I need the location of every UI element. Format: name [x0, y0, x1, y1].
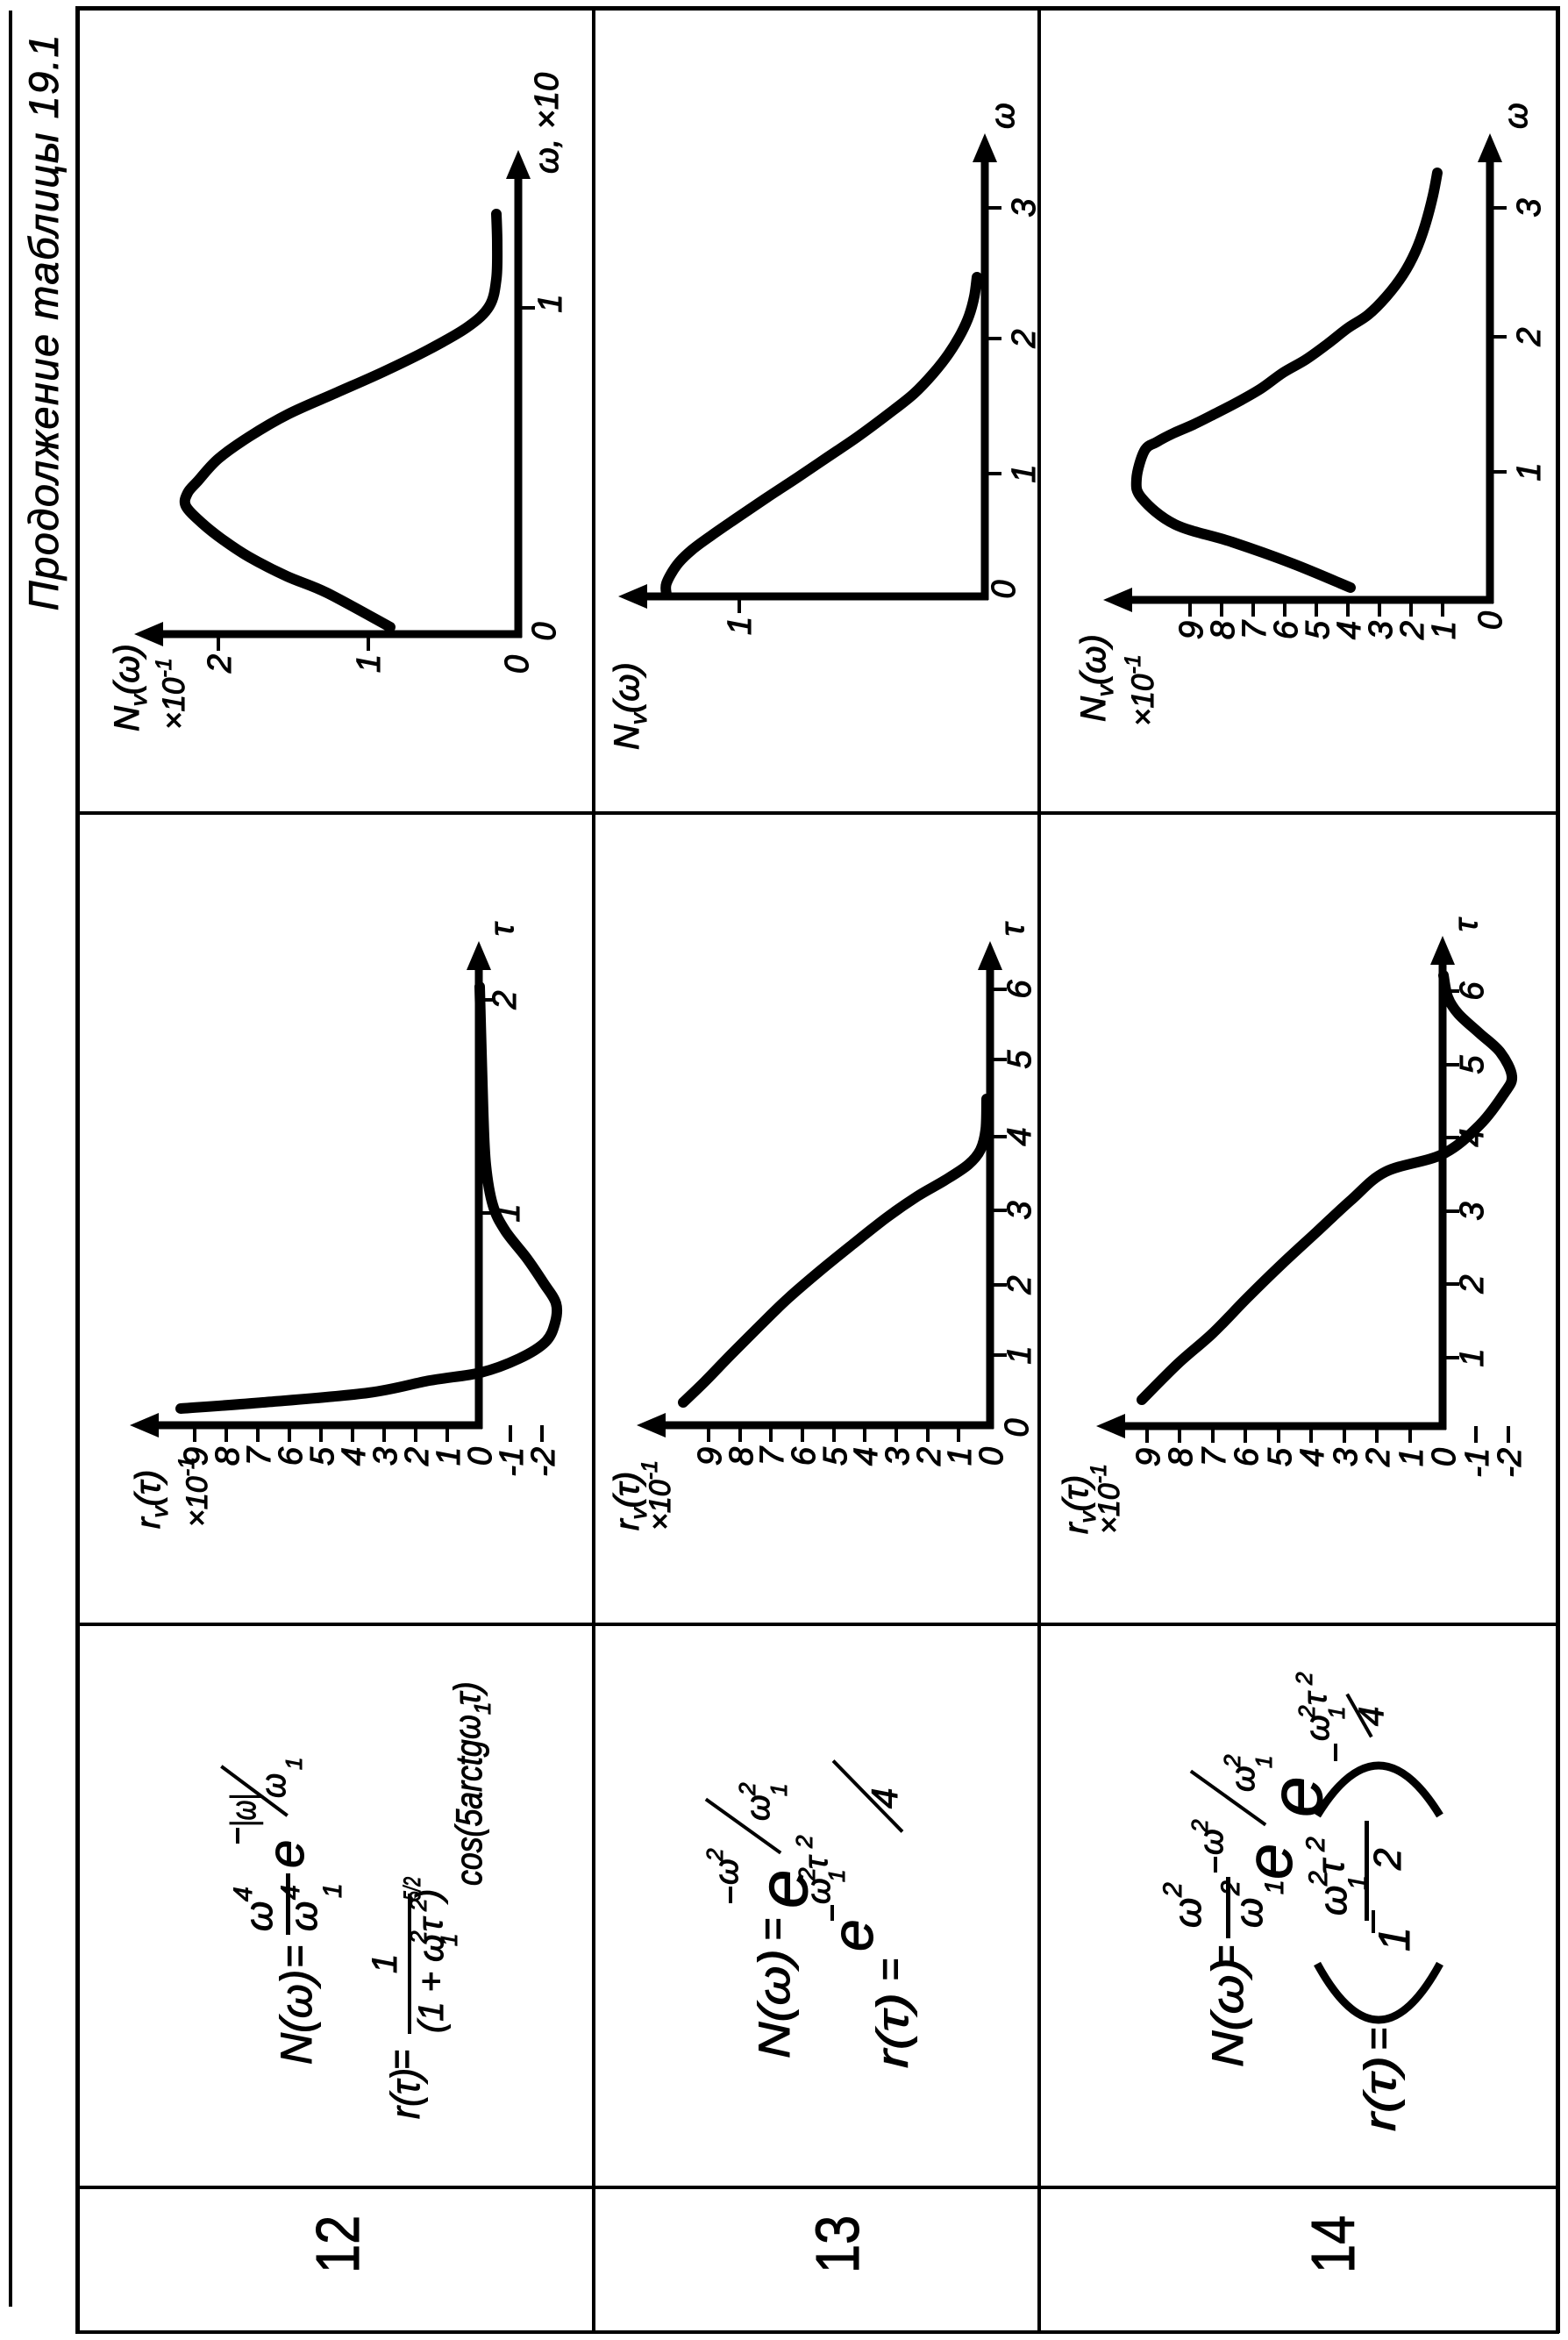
svg-text:1: 1: [1006, 464, 1043, 482]
svg-text:-2: -2: [525, 1447, 562, 1477]
svg-text:2: 2: [202, 654, 239, 674]
svg-text:7: 7: [754, 1445, 791, 1466]
svg-text:1: 1: [942, 1447, 979, 1466]
svg-text:0: 0: [499, 655, 536, 674]
svg-text:0: 0: [986, 580, 1023, 598]
svg-text:2: 2: [487, 990, 524, 1009]
svg-text:2: 2: [1394, 621, 1431, 640]
svg-text:3: 3: [880, 1447, 916, 1466]
svg-text:0: 0: [462, 1447, 499, 1466]
svg-text:ω: ω: [1498, 103, 1535, 129]
svg-text:8: 8: [210, 1447, 246, 1466]
svg-text:1: 1: [1426, 621, 1463, 639]
svg-text:1: 1: [431, 1447, 467, 1466]
svg-text:rv(τ): rv(τ): [129, 1470, 173, 1529]
svg-text:6: 6: [273, 1446, 310, 1466]
svg-text:0: 0: [1472, 611, 1509, 630]
svg-text:2: 2: [1001, 1275, 1038, 1295]
svg-text:7: 7: [241, 1445, 278, 1466]
svg-text:7: 7: [1237, 619, 1273, 639]
svg-text:6: 6: [786, 1446, 823, 1466]
svg-text:4: 4: [1294, 1448, 1331, 1466]
svg-text:Nv(ω): Nv(ω): [1074, 634, 1118, 722]
svg-text:0: 0: [973, 1447, 1010, 1466]
svg-text:8: 8: [1163, 1448, 1200, 1466]
svg-text:0: 0: [999, 1418, 1036, 1437]
svg-text:Nv(ω): Nv(ω): [608, 662, 652, 750]
svg-text:6: 6: [1229, 1447, 1265, 1466]
svg-text:τ: τ: [994, 921, 1031, 936]
svg-text:3: 3: [1006, 198, 1043, 217]
svg-text:-1: -1: [494, 1447, 531, 1477]
svg-text:2: 2: [1006, 329, 1043, 348]
svg-text:2: 2: [399, 1447, 436, 1466]
svg-text:3: 3: [1328, 1448, 1365, 1466]
svg-text:1: 1: [351, 654, 388, 673]
svg-text:-1: -1: [1459, 1448, 1496, 1478]
svg-text:9: 9: [178, 1447, 215, 1466]
svg-text:8: 8: [1205, 621, 1242, 639]
svg-text:5: 5: [304, 1446, 341, 1466]
svg-text:4: 4: [1001, 1127, 1038, 1145]
svg-text:ω, ×10: ω, ×10: [529, 73, 566, 174]
svg-text:×10-1: ×10-1: [1087, 1464, 1126, 1534]
svg-text:×10-1: ×10-1: [175, 1457, 214, 1527]
svg-text:ω: ω: [985, 103, 1022, 129]
svg-text:τ: τ: [1448, 917, 1485, 931]
svg-text:9: 9: [692, 1447, 729, 1466]
svg-text:2: 2: [911, 1447, 948, 1466]
svg-text:Nv(ω): Nv(ω): [108, 644, 152, 731]
svg-text:4: 4: [848, 1447, 885, 1466]
svg-text:2: 2: [1454, 1274, 1491, 1294]
svg-text:6: 6: [1001, 980, 1038, 999]
svg-text:1: 1: [1454, 1348, 1491, 1366]
svg-text:τ: τ: [484, 921, 521, 936]
svg-text:6: 6: [1268, 620, 1305, 639]
svg-text:4: 4: [1331, 621, 1368, 639]
svg-text:5: 5: [1454, 1055, 1491, 1074]
svg-text:9: 9: [1130, 1448, 1167, 1466]
svg-text:3: 3: [367, 1447, 404, 1466]
svg-text:0: 0: [526, 622, 563, 640]
svg-text:1: 1: [532, 294, 569, 312]
svg-text:5: 5: [1300, 620, 1336, 639]
svg-text:3: 3: [1454, 1202, 1491, 1220]
svg-text:5: 5: [1262, 1447, 1299, 1466]
svg-text:3: 3: [1363, 621, 1400, 639]
svg-text:3: 3: [1511, 198, 1548, 217]
svg-text:4: 4: [336, 1447, 373, 1466]
svg-text:×10-1: ×10-1: [1121, 654, 1160, 726]
svg-text:2: 2: [1360, 1448, 1397, 1467]
svg-text:5: 5: [1001, 1050, 1038, 1069]
svg-text:7: 7: [1196, 1446, 1233, 1466]
svg-text:1: 1: [1001, 1345, 1038, 1364]
svg-text:×10-1: ×10-1: [638, 1460, 677, 1530]
svg-text:8: 8: [723, 1447, 760, 1466]
svg-text:-2: -2: [1492, 1448, 1529, 1478]
svg-text:5: 5: [817, 1446, 854, 1466]
svg-text:9: 9: [1173, 621, 1210, 639]
svg-text:1: 1: [1511, 462, 1548, 481]
svg-text:1: 1: [1393, 1448, 1430, 1466]
svg-text:0: 0: [1426, 1448, 1463, 1466]
svg-text:rv(τ): rv(τ): [608, 1472, 652, 1530]
svg-text:1: 1: [722, 617, 759, 635]
svg-text:2: 2: [1511, 327, 1548, 346]
svg-text:6: 6: [1454, 981, 1491, 1001]
svg-text:3: 3: [1001, 1201, 1038, 1219]
svg-text:×10-1: ×10-1: [152, 658, 191, 730]
svg-text:rv(τ): rv(τ): [1057, 1475, 1101, 1534]
